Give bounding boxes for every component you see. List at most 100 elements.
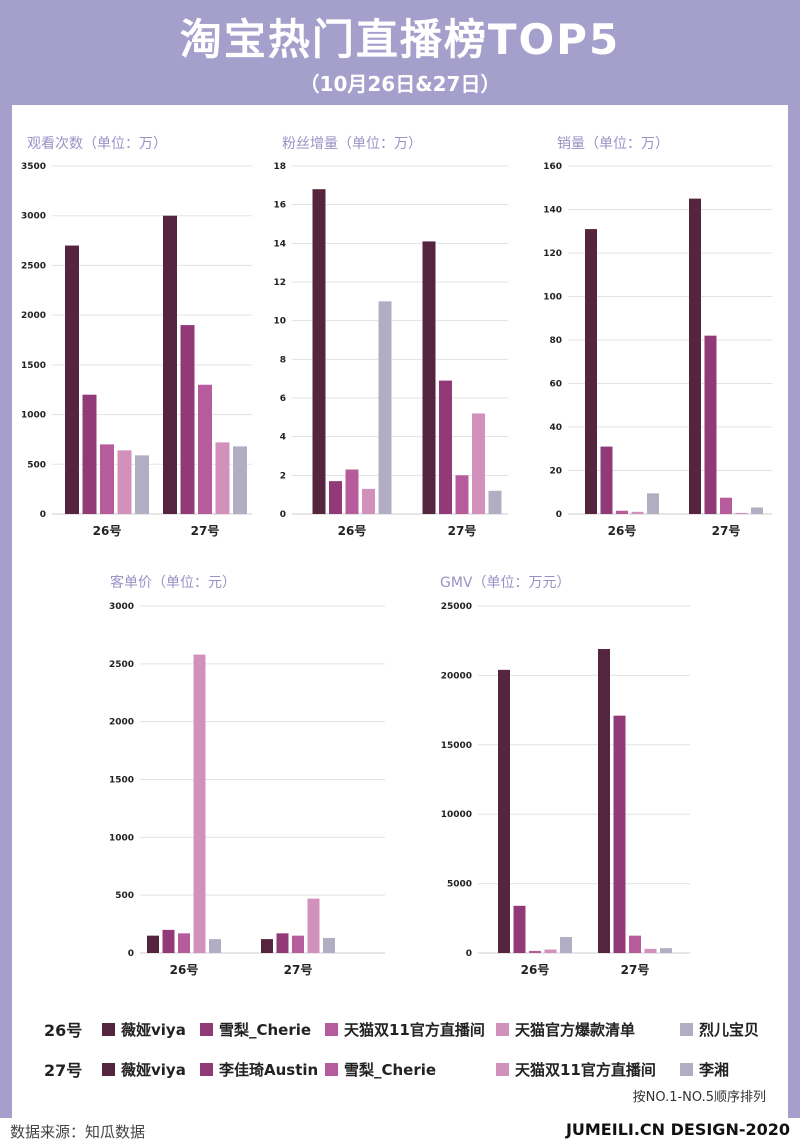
bar-26号-No.3	[100, 444, 114, 514]
bar-26号-No.2	[600, 446, 613, 514]
y-tick-label: 1500	[21, 361, 46, 371]
x-tick-label: 26号	[93, 523, 122, 538]
legend-item: 天猫官方爆款清单	[496, 1019, 635, 1040]
legend-swatch	[200, 1023, 213, 1036]
page-subtitle: （10月26日&27日）	[299, 72, 501, 96]
legend-label: 李湘	[699, 1061, 730, 1079]
y-tick-label: 0	[128, 949, 134, 959]
bar-26号-No.4	[631, 511, 644, 514]
y-tick-label: 1000	[109, 833, 134, 843]
y-tick-label: 40	[549, 423, 562, 433]
legend-label: 雪梨_Cherie	[219, 1021, 312, 1039]
y-tick-label: 0	[556, 510, 562, 520]
bar-26号-No.3	[529, 950, 541, 953]
y-tick-label: 140	[543, 206, 562, 216]
legend-swatch	[200, 1063, 213, 1076]
legend-item: 李佳琦Austin	[200, 1059, 318, 1080]
y-tick-label: 1500	[109, 776, 134, 786]
x-tick-label: 27号	[621, 962, 650, 977]
y-tick-label: 80	[549, 336, 562, 346]
bar-27号-No.3	[198, 384, 212, 514]
bar-26号-No.1	[312, 189, 326, 514]
legend-item: 天猫双11官方直播间	[325, 1019, 485, 1040]
bar-26号-No.1	[147, 935, 159, 953]
legend-item: 李湘	[680, 1059, 729, 1080]
legend-swatch	[325, 1023, 338, 1036]
chart-title-fans: 粉丝增量（单位：万）	[282, 136, 422, 152]
bar-26号-No.5	[647, 493, 659, 514]
page-title: 淘宝热门直播榜TOP5	[179, 15, 621, 64]
bar-26号-No.1	[585, 229, 597, 514]
bar-27号-No.4	[215, 442, 230, 514]
legend-label: 天猫官方爆款清单	[515, 1021, 636, 1039]
y-tick-label: 120	[543, 249, 562, 259]
footer: 数据来源：知瓜数据 JUMEILI.CN DESIGN-2020	[0, 1118, 800, 1144]
bar-27号-No.2	[613, 715, 626, 953]
bar-26号-No.5	[209, 939, 221, 953]
bar-26号-No.4	[193, 654, 206, 953]
bar-27号-No.5	[488, 490, 502, 514]
legend-label: 薇娅viya	[121, 1021, 186, 1039]
legend-item: 烈儿宝贝	[680, 1019, 759, 1040]
bar-27号-No.1	[689, 198, 701, 514]
order-note: 按NO.1-NO.5顺序排列	[632, 1090, 766, 1105]
legend-day-27: 27号	[44, 1061, 83, 1080]
bar-26号-No.3	[616, 510, 628, 514]
bar-26号-No.5	[135, 455, 149, 514]
brand: JUMEILI.CN DESIGN-2020	[565, 1120, 790, 1139]
legend-item: 薇娅viya	[102, 1019, 186, 1040]
y-tick-label: 100	[543, 293, 562, 303]
y-tick-label: 20000	[441, 671, 472, 681]
bar-27号-No.2	[704, 335, 717, 514]
y-tick-label: 2000	[21, 311, 46, 321]
chart-title-price: 客单价（单位：元）	[110, 575, 236, 591]
legend-swatch	[680, 1023, 693, 1036]
y-tick-label: 60	[549, 380, 562, 390]
y-tick-label: 12	[273, 278, 286, 288]
legend-item: 天猫双11官方直播间	[496, 1059, 656, 1080]
bar-26号-No.1	[65, 245, 79, 515]
bar-27号-No.1	[261, 939, 273, 953]
y-tick-label: 3000	[21, 212, 46, 222]
legend-item: 薇娅viya	[102, 1059, 186, 1080]
y-tick-label: 0	[466, 949, 472, 959]
y-tick-label: 5000	[447, 880, 472, 890]
y-tick-label: 4	[280, 433, 286, 443]
bar-27号-No.4	[472, 413, 485, 514]
y-tick-label: 3500	[21, 162, 46, 172]
x-tick-label: 26号	[338, 523, 367, 538]
bar-27号-No.5	[660, 948, 672, 953]
legend-label: 烈儿宝贝	[699, 1021, 760, 1039]
y-tick-label: 2500	[21, 261, 46, 271]
bar-27号-No.2	[439, 380, 452, 514]
legend-swatch	[496, 1063, 509, 1076]
bar-27号-No.2	[276, 933, 289, 953]
data-source: 数据来源：知瓜数据	[10, 1123, 146, 1141]
bar-26号-No.4	[544, 949, 557, 953]
bar-27号-No.1	[163, 215, 177, 514]
bar-27号-No.4	[644, 948, 657, 953]
bar-26号-No.4	[117, 450, 132, 514]
bar-27号-No.1	[598, 649, 610, 953]
bar-26号-No.4	[362, 488, 375, 514]
y-tick-label: 20	[549, 467, 562, 477]
legend-swatch	[680, 1063, 693, 1076]
x-tick-label: 26号	[170, 962, 199, 977]
legend-label: 李佳琦Austin	[219, 1061, 319, 1079]
x-tick-label: 27号	[284, 962, 313, 977]
bar-26号-No.3	[178, 933, 190, 953]
legend-swatch	[102, 1063, 115, 1076]
y-tick-label: 8	[280, 355, 286, 365]
x-tick-label: 26号	[608, 523, 637, 538]
bar-27号-No.1	[422, 241, 436, 514]
legend-label: 雪梨_Cherie	[344, 1061, 437, 1079]
bar-26号-No.5	[560, 937, 572, 953]
bar-27号-No.5	[751, 507, 763, 514]
legend-swatch	[325, 1063, 338, 1076]
y-tick-label: 3000	[109, 602, 134, 612]
bar-27号-No.3	[629, 935, 641, 953]
bar-26号-No.3	[345, 469, 359, 514]
y-tick-label: 500	[27, 460, 46, 470]
y-tick-label: 16	[273, 201, 286, 211]
y-tick-label: 0	[40, 510, 46, 520]
